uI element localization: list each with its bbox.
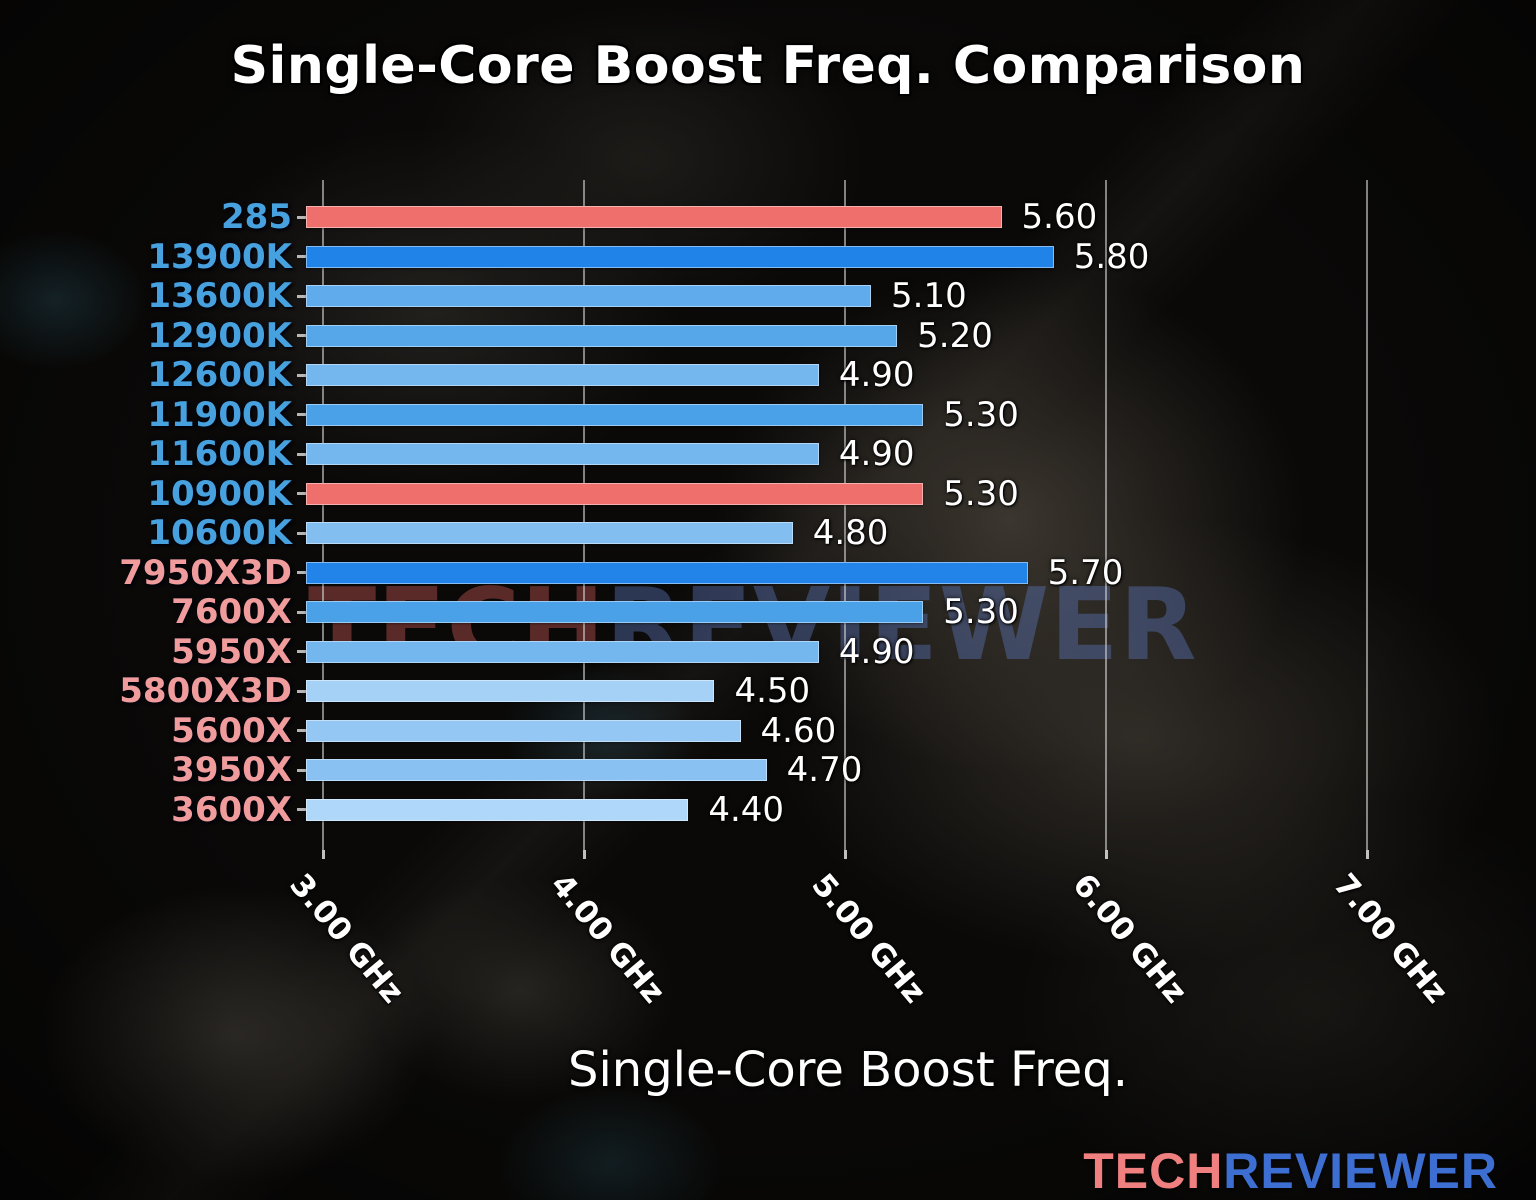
bar-5600X xyxy=(306,719,741,742)
value-label-11900K: 5.30 xyxy=(943,394,1019,435)
value-label-10600K: 4.80 xyxy=(812,513,889,553)
y-tick-mark xyxy=(297,255,306,258)
category-label-12900K: 12900K xyxy=(147,315,292,356)
bar-285 xyxy=(306,206,1002,228)
value-label-12900K: 5.20 xyxy=(917,315,993,356)
y-tick-mark xyxy=(297,294,306,298)
category-label-7950X3D: 7950X3D xyxy=(119,552,292,593)
category-label-3950X: 3950X xyxy=(171,750,292,790)
watermark-reviewer-text: REVIEWER xyxy=(605,566,1198,683)
category-label-10900K: 10900K xyxy=(147,473,292,514)
x-tick-mark-5 xyxy=(843,850,847,859)
bar-11600K xyxy=(306,443,819,465)
y-tick-mark xyxy=(297,492,306,495)
bar-11900K xyxy=(306,403,924,426)
gridline-5 xyxy=(843,180,846,850)
bar-10900K xyxy=(306,482,924,505)
x-axis-title: Single-Core Boost Freq. xyxy=(567,1042,1129,1098)
bar-12900K xyxy=(306,324,898,347)
logo-tech-text: TECH xyxy=(1083,1143,1224,1199)
x-tick-mark-7 xyxy=(1365,850,1369,859)
center-watermark: TECHREVIEWER xyxy=(308,566,1197,683)
logo-reviewer-text: REVIEWER xyxy=(1223,1143,1498,1199)
watermark-tech-text: TECH xyxy=(308,566,606,683)
category-label-7600X: 7600X xyxy=(171,592,292,632)
y-axis-category-labels: 285 13900K 13600K 12900K 12600K 11900K 11600K 1… xyxy=(0,180,292,850)
value-label-3600X: 4.40 xyxy=(708,789,785,830)
bar-7950X3D xyxy=(306,561,1028,584)
category-label-11900K: 11900K xyxy=(147,394,292,435)
y-tick-mark xyxy=(297,808,306,811)
techreviewer-logo: TECHREVIEWER xyxy=(1083,1142,1498,1200)
value-label-5600X: 4.60 xyxy=(760,710,837,751)
gridline-4 xyxy=(582,180,585,850)
category-label-5950X: 5950X xyxy=(171,631,292,672)
bar-13900K xyxy=(306,245,1054,268)
category-label-5600X: 5600X xyxy=(171,710,292,751)
y-tick-mark xyxy=(297,373,306,377)
gridline-6 xyxy=(1104,180,1107,850)
bar-13600K xyxy=(306,285,872,307)
y-tick-mark xyxy=(297,729,306,732)
gridline-7 xyxy=(1365,180,1368,850)
category-label-11600K: 11600K xyxy=(147,434,292,474)
y-tick-mark xyxy=(297,413,306,416)
value-label-5800X3D: 4.50 xyxy=(734,671,811,711)
x-tick-mark-3 xyxy=(321,850,325,859)
y-tick-mark xyxy=(297,650,306,653)
y-tick-mark xyxy=(297,571,306,574)
value-label-285: 5.60 xyxy=(1021,197,1098,237)
value-label-13900K: 5.80 xyxy=(1073,236,1150,277)
value-label-12600K: 4.90 xyxy=(838,355,915,395)
value-label-5950X: 4.90 xyxy=(838,631,915,672)
value-label-13600K: 5.10 xyxy=(891,276,967,316)
bar-5800X3D xyxy=(306,680,715,702)
value-label-7950X3D: 5.70 xyxy=(1047,552,1124,593)
y-tick-mark xyxy=(297,452,306,456)
category-label-3600X: 3600X xyxy=(171,789,292,830)
category-label-10600K: 10600K xyxy=(147,513,292,553)
value-label-10900K: 5.30 xyxy=(943,473,1019,514)
x-tick-mark-4 xyxy=(582,850,586,859)
bar-5950X xyxy=(306,640,819,663)
category-label-13600K: 13600K xyxy=(147,276,292,316)
category-label-285: 285 xyxy=(221,197,292,237)
bar-3600X xyxy=(306,798,689,821)
y-tick-mark xyxy=(297,531,306,535)
y-tick-mark xyxy=(297,334,306,337)
category-label-13900K: 13900K xyxy=(147,236,292,277)
y-tick-mark xyxy=(297,689,306,693)
gridline-3 xyxy=(321,180,324,850)
y-tick-mark xyxy=(297,610,306,614)
category-label-5800X3D: 5800X3D xyxy=(119,671,292,711)
y-tick-mark xyxy=(297,215,306,219)
bar-10600K xyxy=(306,522,793,544)
plot-area: 5.60 5.80 5.10 5.20 4.90 5.30 4.90 5.30 4.80 5.70… xyxy=(297,180,1458,859)
x-tick-mark-6 xyxy=(1104,850,1108,859)
category-label-12600K: 12600K xyxy=(147,355,292,395)
bar-12600K xyxy=(306,364,819,386)
value-label-3950X: 4.70 xyxy=(786,750,863,790)
value-label-7600X: 5.30 xyxy=(943,592,1019,632)
y-tick-mark xyxy=(297,768,306,772)
value-label-11600K: 4.90 xyxy=(838,434,915,474)
bar-3950X xyxy=(306,759,767,781)
bar-7600X xyxy=(306,601,924,623)
chart-title: Single-Core Boost Freq. Comparison xyxy=(230,36,1306,96)
